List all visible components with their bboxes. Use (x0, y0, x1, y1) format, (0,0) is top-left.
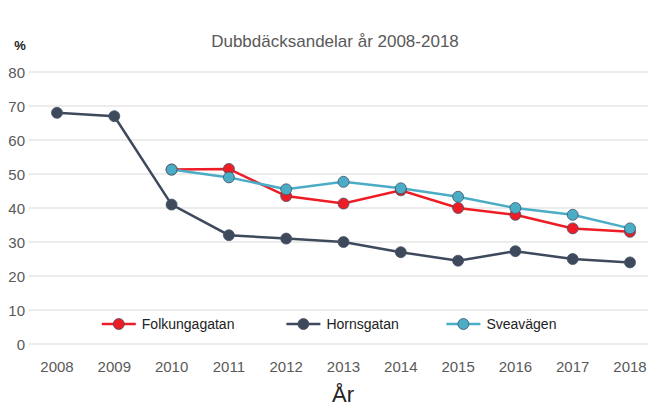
point (395, 247, 406, 258)
point (567, 254, 578, 265)
point (510, 246, 521, 257)
y-tick-label: 30 (8, 234, 25, 251)
series-line (172, 170, 630, 229)
point (223, 230, 234, 241)
point (52, 107, 63, 118)
legend-marker (458, 319, 469, 330)
legend-label: Hornsgatan (326, 316, 398, 332)
point (453, 255, 464, 266)
point (338, 198, 349, 209)
series-line (172, 169, 630, 232)
point (625, 257, 636, 268)
y-tick-label: 10 (8, 302, 25, 319)
grid-line (29, 174, 648, 175)
y-tick-label: 50 (8, 166, 25, 183)
legend-background (96, 313, 574, 335)
point (166, 199, 177, 210)
grid-line (29, 310, 648, 311)
plot-area (52, 107, 636, 268)
x-tick-label: 2009 (98, 358, 131, 375)
point (510, 203, 521, 214)
x-tick-label: 2010 (155, 358, 188, 375)
y-tick-label: 20 (8, 268, 25, 285)
x-tick-label: 2018 (613, 358, 646, 375)
series-line (57, 113, 630, 263)
point (338, 237, 349, 248)
x-tick-label: 2015 (441, 358, 474, 375)
y-tick-label: 40 (8, 200, 25, 217)
point (223, 172, 234, 183)
legend-label: Sveavägen (486, 316, 556, 332)
point (567, 209, 578, 220)
point (395, 183, 406, 194)
x-tick-label: 2011 (213, 358, 245, 375)
point (166, 164, 177, 175)
grid-line (29, 140, 648, 141)
y-tick-label: 70 (8, 98, 25, 115)
grid-line (29, 72, 648, 73)
legend: Folkungagatan Hornsgatan Sveavägen (96, 313, 574, 335)
point (338, 176, 349, 187)
point (567, 223, 578, 234)
point (453, 191, 464, 202)
point (109, 111, 120, 122)
point (281, 233, 292, 244)
x-tick-label: 2012 (270, 358, 303, 375)
grid-line (29, 344, 648, 345)
x-tick-label: 2014 (384, 358, 417, 375)
x-axis-label: År (332, 382, 354, 407)
x-tick-label: 2008 (40, 358, 73, 375)
grid-line (29, 208, 648, 209)
x-tick-label: 2017 (556, 358, 589, 375)
legend-marker (113, 319, 124, 330)
point (453, 203, 464, 214)
legend-marker (298, 319, 309, 330)
x-tick-label: 2013 (327, 358, 360, 375)
point (281, 184, 292, 195)
point (625, 223, 636, 234)
y-tick-label: 60 (8, 132, 25, 149)
chart: 0 10 20 30 40 50 60 70 80 2008 2009 2010 2011 2012 201… (0, 0, 654, 419)
y-axis-label: % (14, 38, 26, 53)
grid-line (29, 276, 648, 277)
title: Dubbdäcksandelar år 2008-2018 (211, 32, 459, 51)
x-tick-label: 2016 (499, 358, 532, 375)
point (166, 164, 177, 175)
y-tick-label: 0 (17, 336, 25, 353)
y-tick-label: 80 (8, 64, 25, 81)
grid-line (29, 106, 648, 107)
legend-label: Folkungagatan (142, 316, 235, 332)
